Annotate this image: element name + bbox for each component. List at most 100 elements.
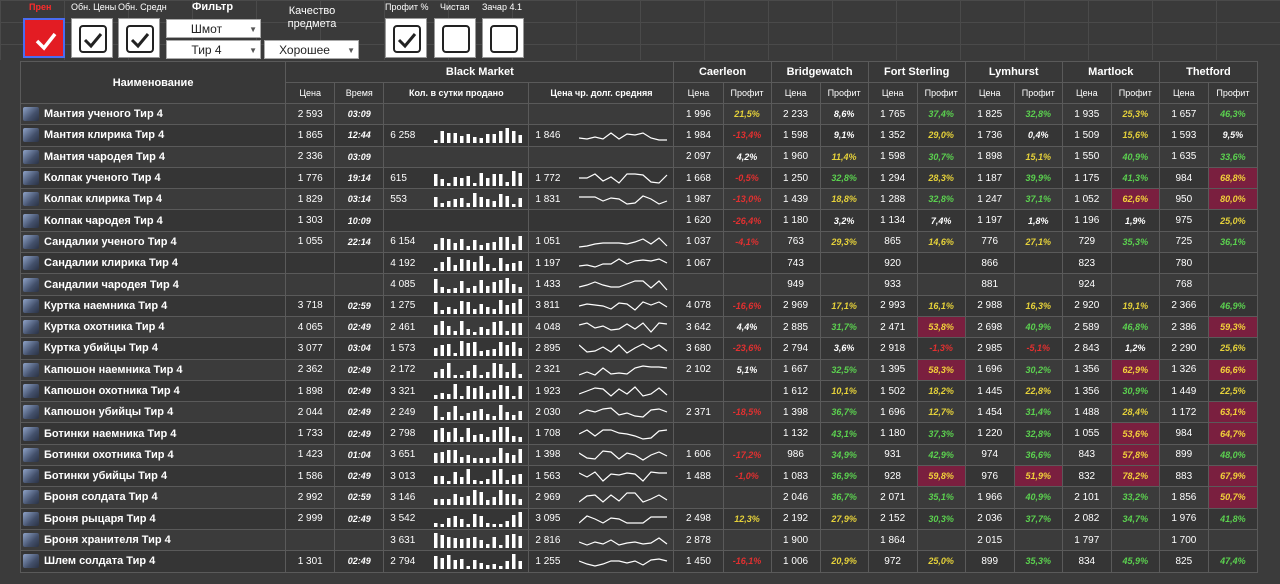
city-price-cell: 2 233 <box>770 102 821 126</box>
city-price-cell: 1 398 <box>770 401 821 424</box>
checkmark-icon <box>35 32 57 51</box>
table-row[interactable]: Колпак чародея Тир 4 1 303 10:09 1 620 -26,4… <box>19 209 1259 232</box>
avg-sparkline <box>579 532 671 548</box>
city-price-cell: 1 326 <box>1158 358 1209 381</box>
item-name-cell: Сандалии ученого Тир 4 <box>19 230 287 254</box>
city-profit-cell: -16,6% <box>722 294 772 317</box>
city-price-cell: 1 966 <box>964 486 1015 509</box>
city-price-cell: 1 356 <box>1061 379 1112 403</box>
city-profit-cell: 47,4% <box>1207 550 1259 573</box>
table-row[interactable]: Сандалии чародея Тир 4 4 085 1 433 949 933 88… <box>19 273 1259 296</box>
city-profit-cell <box>916 252 966 275</box>
city-profit-cell: 36,1% <box>1207 230 1259 254</box>
city-profit-cell: 59,8% <box>916 465 966 488</box>
city-price-cell: 949 <box>770 273 821 296</box>
avg-sparkline <box>579 170 671 186</box>
table-row[interactable]: Ботинки охотника Тир 4 1 423 01:04 3 651 1 3… <box>19 443 1259 467</box>
table-row[interactable]: Броня солдата Тир 4 2 992 02:59 3 146 2 969 2… <box>19 486 1259 509</box>
city-price-cell: 1 825 <box>964 102 1015 126</box>
city-price-cell: 1 598 <box>770 124 821 147</box>
table-row[interactable]: Броня рыцаря Тир 4 2 999 02:49 3 542 3 095 2 … <box>19 507 1259 530</box>
avg-value: 1 398 <box>535 449 561 461</box>
item-name-cell: Шлем солдата Тир 4 <box>19 550 287 573</box>
sold-value: 2 794 <box>390 555 416 567</box>
profit-pct-label: Профит % <box>385 2 429 12</box>
city-price-cell: 1 356 <box>1061 358 1112 381</box>
profit-pct-checkbox[interactable] <box>385 18 427 58</box>
city-profit-cell: 25,6% <box>1207 337 1259 360</box>
avg-cell: 2 030 <box>528 401 675 424</box>
city-price-cell: 834 <box>1061 550 1112 573</box>
bm-time-cell: 02:49 <box>334 507 385 530</box>
market-table: Наименование Black Market Caerleon Bridg… <box>19 61 1259 573</box>
table-row[interactable]: Куртка убийцы Тир 4 3 077 03:04 1 573 2 895 3… <box>19 337 1259 360</box>
filter-item-select[interactable]: Шмот ▼ <box>166 19 261 38</box>
city-profit-cell: 15,1% <box>1013 145 1063 168</box>
table-row[interactable]: Броня хранителя Тир 4 3 631 2 816 2 878 1 90… <box>19 528 1259 552</box>
city-profit-cell: 33,6% <box>1207 145 1259 168</box>
item-name-cell: Мантия клирика Тир 4 <box>19 124 287 147</box>
city-profit-cell: 36,7% <box>819 401 869 424</box>
avg-cell: 3 095 <box>528 507 675 530</box>
filter-tier-select[interactable]: Тир 4 ▼ <box>166 40 261 59</box>
profit-header: Профит <box>916 82 966 104</box>
city-header: Lymhurst <box>964 61 1063 83</box>
refresh-checkbox[interactable] <box>23 18 65 58</box>
table-row[interactable]: Сандалии клирика Тир 4 4 192 1 197 1 067 743… <box>19 252 1259 275</box>
city-price-cell: 2 920 <box>1061 294 1112 317</box>
table-row[interactable]: Капюшон убийцы Тир 4 2 044 02:49 2 249 2 030… <box>19 401 1259 424</box>
item-icon <box>23 490 39 505</box>
city-price-cell: 1 667 <box>770 358 821 381</box>
quality-select[interactable]: Хорошее ▼ <box>264 40 359 59</box>
city-profit-cell <box>1207 273 1259 296</box>
price-header: Цена <box>867 82 918 104</box>
bm-price-cell: 2 336 <box>285 145 336 168</box>
table-row[interactable]: Капюшон охотника Тир 4 1 898 02:49 3 321 1 9… <box>19 379 1259 403</box>
table-row[interactable]: Ботинки наемника Тир 4 1 733 02:49 2 798 1 7… <box>19 422 1259 445</box>
table-row[interactable]: Колпак ученого Тир 4 1 776 19:14 615 1 772 1 … <box>19 166 1259 190</box>
city-profit-cell: 35,3% <box>1013 550 1063 573</box>
table-row[interactable]: Капюшон наемника Тир 4 2 362 02:49 2 172 2 3… <box>19 358 1259 381</box>
city-price-cell: 1 736 <box>964 124 1015 147</box>
table-row[interactable]: Ботинки убийцы Тир 4 1 586 02:49 3 013 1 563… <box>19 465 1259 488</box>
profit-header: Профит <box>1110 82 1160 104</box>
table-row[interactable]: Мантия ученого Тир 4 2 593 03:09 1 996 21,5%… <box>19 102 1259 126</box>
city-header: Thetford <box>1158 61 1259 83</box>
table-row[interactable]: Куртка охотника Тир 4 4 065 02:49 2 461 4 04… <box>19 315 1259 339</box>
enchant-checkbox[interactable] <box>482 18 524 58</box>
table-row[interactable]: Сандалии ученого Тир 4 1 055 22:14 6 154 1 0… <box>19 230 1259 254</box>
city-price-cell: 984 <box>1158 422 1209 445</box>
city-profit-cell: 62,9% <box>1110 358 1160 381</box>
city-profit-cell: 31,7% <box>819 315 869 339</box>
city-profit-cell: -16,1% <box>722 550 772 573</box>
price-header: Цена <box>1061 82 1112 104</box>
city-profit-cell <box>1110 273 1160 296</box>
avg-value: 1 772 <box>535 172 561 184</box>
city-profit-cell <box>1207 528 1259 552</box>
net-checkbox[interactable] <box>434 18 476 58</box>
table-row[interactable]: Шлем солдата Тир 4 1 301 02:49 2 794 1 255 1 … <box>19 550 1259 573</box>
city-profit-cell: 48,0% <box>1207 443 1259 467</box>
city-profit-cell <box>1110 528 1160 552</box>
table-row[interactable]: Мантия клирика Тир 4 1 865 12:44 6 258 1 846… <box>19 124 1259 147</box>
bm-time-cell <box>334 528 385 552</box>
city-profit-cell: 59,3% <box>1207 315 1259 339</box>
update-avg-checkbox[interactable] <box>118 18 160 58</box>
item-icon <box>23 362 39 377</box>
update-prices-checkbox[interactable] <box>71 18 113 58</box>
item-icon <box>23 447 39 462</box>
city-profit-cell: -17,2% <box>722 443 772 467</box>
avg-sparkline <box>579 383 671 399</box>
city-price-cell: 2 498 <box>673 507 724 530</box>
net-label: Чистая <box>440 2 470 12</box>
city-profit-cell: 32,8% <box>916 188 966 211</box>
city-price-cell: 768 <box>1158 273 1209 296</box>
table-row[interactable]: Куртка наемника Тир 4 3 718 02:59 1 275 3 81… <box>19 294 1259 317</box>
city-price-cell: 1 180 <box>770 209 821 232</box>
table-row[interactable]: Колпак клирика Тир 4 1 829 03:14 553 1 831 1 … <box>19 188 1259 211</box>
city-profit-cell: 58,3% <box>916 358 966 381</box>
avg-value: 3 095 <box>535 513 561 525</box>
city-price-cell: 1 550 <box>1061 145 1112 168</box>
item-name-cell: Куртка наемника Тир 4 <box>19 294 287 317</box>
